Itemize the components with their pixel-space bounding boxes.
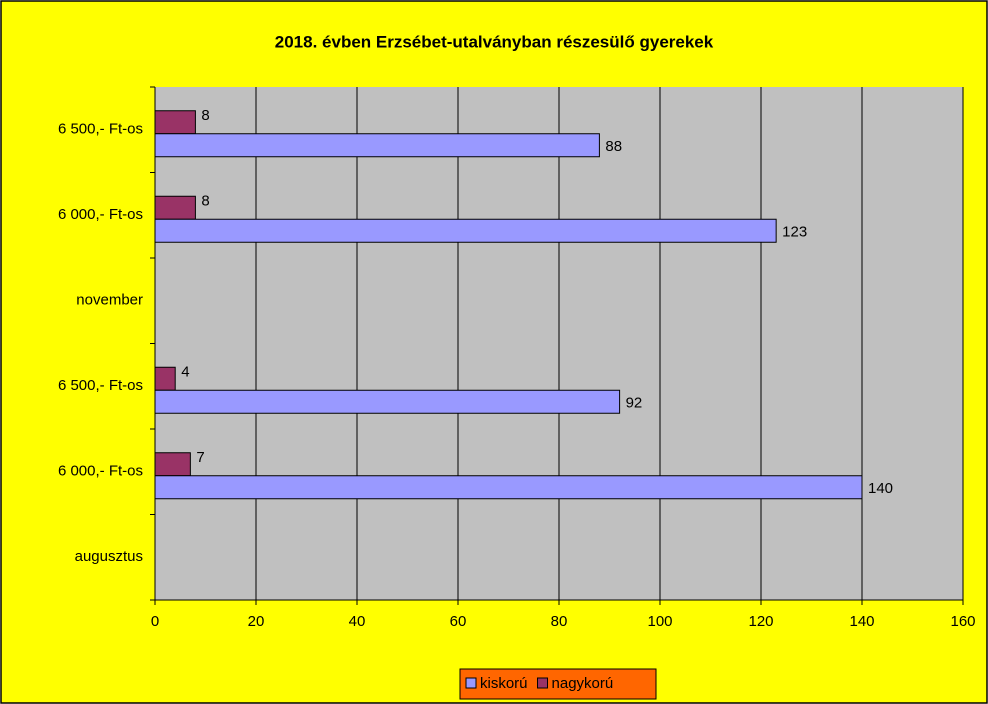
y-tick-label: 6 500,- Ft-os [58,121,143,138]
x-tick-label: 20 [248,613,265,630]
data-label: 123 [782,224,807,241]
bar [154,452,191,477]
data-label: 140 [868,480,893,497]
legend-swatch [537,677,549,689]
x-tick-label: 100 [647,613,672,630]
chart-title: 2018. évben Erzsébet-utalványban részesü… [275,32,714,51]
x-tick-label: 80 [551,613,568,630]
bar [154,366,176,391]
x-tick-label: 40 [349,613,366,630]
data-label: 7 [196,449,204,466]
y-tick-label: 6 500,- Ft-os [58,377,143,394]
y-tick-label: augusztus [75,548,143,565]
x-tick-label: 120 [748,613,773,630]
data-label: 88 [605,138,622,155]
bar [154,195,196,220]
legend-label: nagykorú [552,675,614,692]
x-tick-label: 160 [950,613,975,630]
legend-label: kiskorú [480,675,528,692]
x-tick-label: 140 [849,613,874,630]
y-tick-label: 6 000,- Ft-os [58,463,143,480]
x-tick-label: 60 [450,613,467,630]
bar [154,389,621,414]
legend-swatch [465,677,477,689]
y-tick-label: november [76,292,143,309]
data-label: 4 [181,364,189,381]
bar [154,110,196,135]
data-label: 8 [201,107,209,124]
bar [154,218,777,243]
bar [154,133,600,158]
bar [154,475,863,500]
y-tick-label: 6 000,- Ft-os [58,206,143,223]
legend [459,668,657,700]
data-label: 92 [626,395,643,412]
x-tick-label: 0 [151,613,159,630]
data-label: 8 [201,193,209,210]
